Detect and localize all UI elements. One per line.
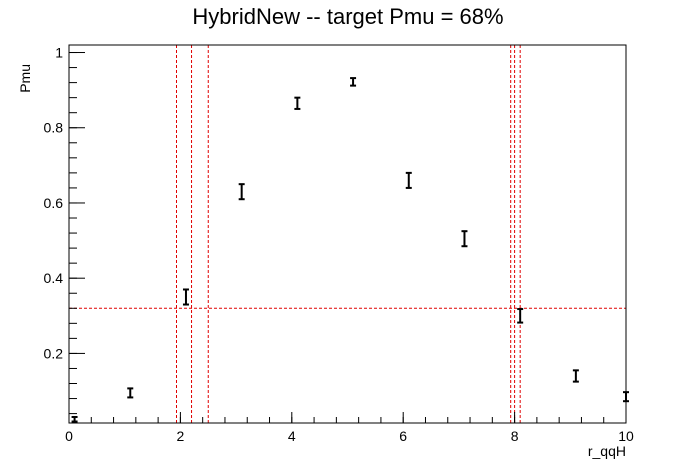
x-tick-label: 0: [65, 428, 73, 444]
data-points: [71, 77, 629, 423]
data-point: [572, 369, 579, 383]
data-point: [350, 77, 357, 87]
x-tick-label: 6: [399, 428, 407, 444]
data-point: [294, 96, 301, 110]
data-point: [71, 415, 78, 423]
x-tick-label: 4: [288, 428, 296, 444]
data-point: [182, 288, 189, 306]
x-tick-label: 10: [618, 428, 634, 444]
x-tick-label: 2: [177, 428, 185, 444]
axes: 0 2 4 6 8 10 0.2 0.4 0.6 0.8 1: [44, 44, 634, 444]
data-point: [127, 387, 134, 399]
x-axis-title: r_qqH: [588, 443, 626, 459]
y-tick-label: 0.4: [44, 270, 64, 286]
x-tick-label: 8: [511, 428, 519, 444]
reference-lines: [69, 45, 626, 423]
y-tick-label: 0.2: [44, 345, 64, 361]
data-point: [461, 230, 468, 248]
y-axis-title: Pmu: [17, 64, 33, 93]
data-point: [405, 171, 412, 189]
y-tick-label: 1: [55, 45, 63, 61]
y-tick-label: 0.8: [44, 120, 64, 136]
data-point: [238, 183, 245, 201]
plot-frame: [68, 44, 627, 424]
y-tick-label: 0.6: [44, 195, 64, 211]
data-point: [517, 308, 524, 324]
chart-title: HybridNew -- target Pmu = 68%: [192, 4, 503, 29]
